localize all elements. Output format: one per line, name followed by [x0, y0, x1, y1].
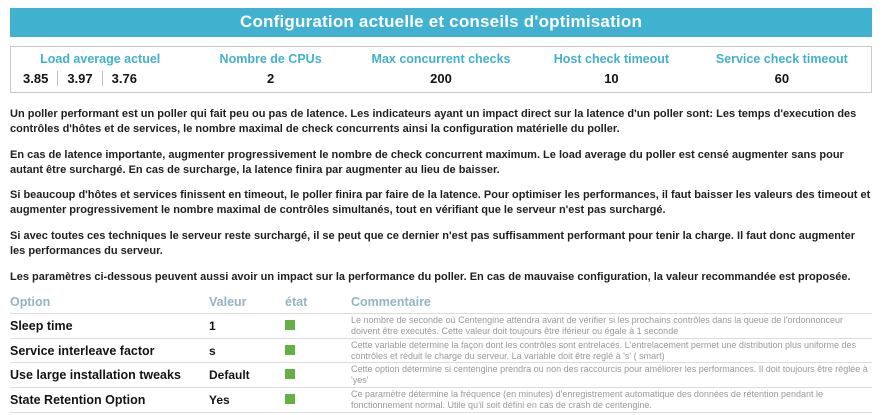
option-name: Sleep time	[10, 312, 200, 339]
advice-paragraph-4: Si avec toutes ces techniques le serveur…	[10, 230, 855, 257]
stat-service-check-timeout: Service check timeout 60	[697, 52, 867, 86]
stats-summary-box: Load average actuel 3.85 3.97 3.76 Nombre …	[10, 46, 872, 93]
status-ok-icon	[285, 394, 295, 405]
options-header-row: Option Valeur état Commentaire	[10, 293, 872, 314]
option-value: 1	[200, 312, 285, 339]
header-commentaire: Commentaire	[351, 294, 431, 309]
option-status-cell	[285, 362, 345, 388]
advice-text-block: Un poller performant est un poller qui f…	[10, 107, 872, 285]
stat-cpu-value: 2	[266, 71, 275, 86]
option-comment: Ce paramètre détermine la fréquence (en …	[345, 387, 872, 414]
stat-host-check-timeout: Host check timeout 10	[526, 52, 696, 86]
option-value: Default	[200, 362, 285, 388]
option-status-cell	[285, 337, 345, 363]
option-comment: Le nombre de seconde où Centengine atten…	[345, 312, 872, 339]
advice-paragraph-5: Les paramètres ci-dessous peuvent aussi …	[10, 270, 851, 283]
option-status-cell	[285, 387, 345, 414]
stat-cpu-count: Nombre de CPUs 2	[185, 52, 355, 86]
stat-service-timeout-label: Service check timeout	[715, 52, 848, 66]
header-valeur: Valeur	[209, 294, 247, 309]
status-ok-icon	[285, 319, 295, 330]
stat-service-timeout-value: 60	[774, 71, 790, 86]
option-value: s	[200, 337, 285, 363]
stat-host-timeout-label: Host check timeout	[553, 52, 670, 66]
stat-max-checks-value: 200	[430, 71, 452, 86]
advice-paragraph-1: Un poller performant est un poller qui f…	[10, 108, 857, 135]
page-title: Configuration actuelle et conseils d'opt…	[10, 8, 872, 37]
stat-host-timeout-value: 10	[604, 71, 619, 86]
stat-max-concurrent-checks: Max concurrent checks 200	[356, 52, 526, 86]
advice-paragraph-3: Si beaucoup d'hôtes et services finissen…	[10, 189, 871, 217]
stat-load-value: 3.85 3.97 3.76	[15, 71, 185, 86]
advice-paragraph-2: En cas de latence importante, augmenter …	[10, 148, 844, 176]
load-value-3: 3.76	[101, 71, 146, 86]
status-ok-icon	[285, 344, 295, 355]
load-value-1: 3.85	[23, 71, 49, 86]
stat-load-label: Load average actuel	[40, 52, 161, 66]
option-name: State Retention Option	[10, 387, 200, 414]
table-row-sleep-time: Sleep time 1 Le nombre de seconde où Cen…	[10, 312, 872, 339]
stat-load-average: Load average actuel 3.85 3.97 3.76	[15, 52, 185, 86]
option-name: Use large installation tweaks	[10, 362, 200, 388]
option-comment: Cette option détermine si centengine pre…	[345, 362, 872, 388]
header-option: Option	[10, 294, 51, 309]
load-value-2: 3.97	[57, 71, 101, 86]
stat-cpu-label: Nombre de CPUs	[219, 52, 322, 66]
option-comment: Cette variable determine la façon dont l…	[345, 337, 872, 363]
option-value: Yes	[200, 387, 285, 414]
status-ok-icon	[285, 369, 295, 380]
table-row-state-retention-option: State Retention Option Yes Ce paramètre …	[10, 387, 872, 414]
options-table: Option Valeur état Commentaire Sleep tim…	[10, 293, 872, 414]
stat-max-checks-label: Max concurrent checks	[371, 52, 511, 66]
table-row-use-large-installation-tweaks: Use large installation tweaks Default Ce…	[10, 362, 872, 388]
header-etat: état	[285, 294, 308, 309]
table-row-service-interleave-factor: Service interleave factor s Cette variab…	[10, 337, 872, 363]
option-name: Service interleave factor	[10, 337, 200, 363]
option-status-cell	[285, 312, 345, 339]
